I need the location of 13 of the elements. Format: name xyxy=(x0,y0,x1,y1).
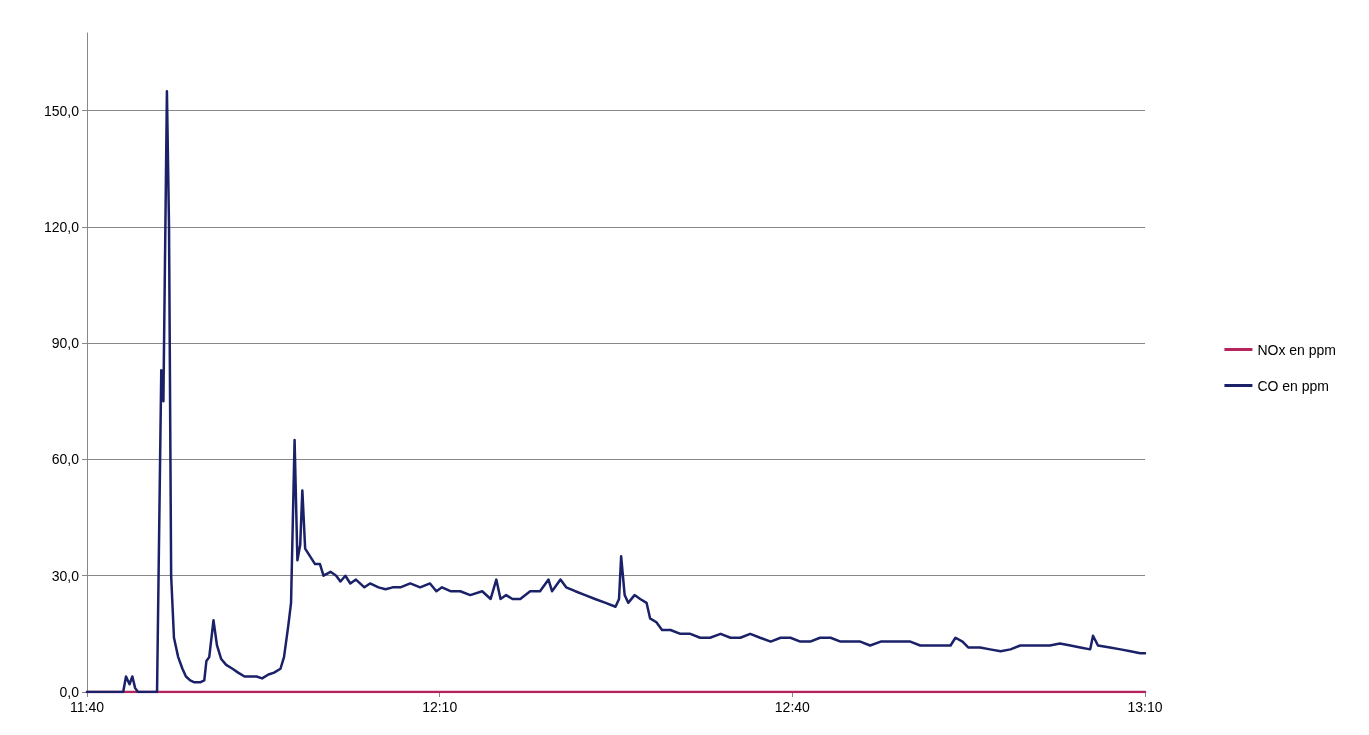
line-series xyxy=(85,89,1147,694)
y-tick-label: 120,0 xyxy=(43,218,80,235)
x-tick-label: 12:10 xyxy=(422,699,458,715)
x-tick-label: 12:40 xyxy=(774,699,811,715)
legend-label: NOx en ppm xyxy=(1257,341,1337,358)
x-tick-label: 13:10 xyxy=(1127,699,1163,715)
x-tick-label: 11:40 xyxy=(70,699,105,715)
y-tick-label: 0,0 xyxy=(59,684,80,700)
y-tick-label: 90,0 xyxy=(51,335,80,352)
y-tick-label: 150,0 xyxy=(43,102,80,119)
y-tick-label: 30,0 xyxy=(51,567,80,584)
y-tick-label: 60,0 xyxy=(51,451,80,468)
legend-label: CO en ppm xyxy=(1257,377,1330,394)
